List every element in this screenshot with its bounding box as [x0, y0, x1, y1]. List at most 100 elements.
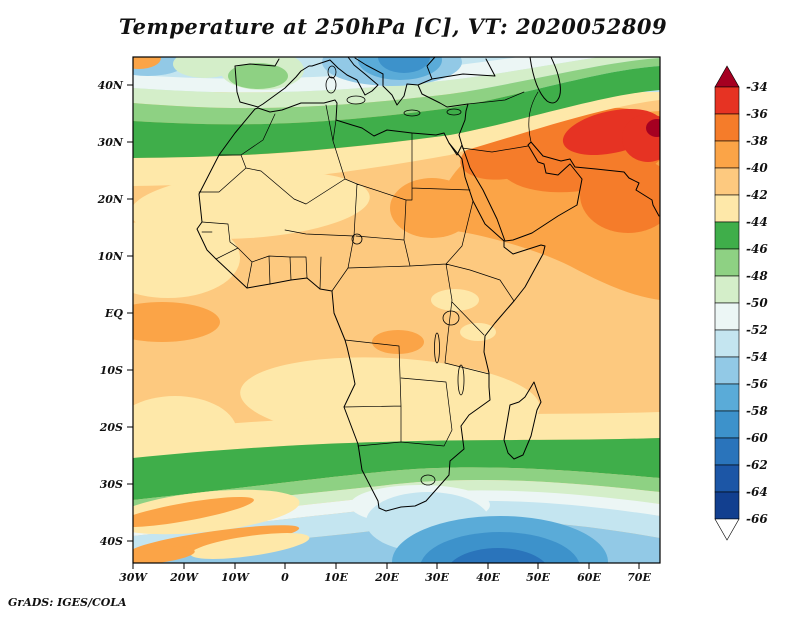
- colorbar-label: -46: [746, 242, 768, 256]
- colorbar-segment: [714, 86, 740, 115]
- grads-credit: GrADS: IGES/COLA: [8, 596, 127, 609]
- temp-fill-region: [228, 63, 288, 89]
- colorbar-label: -62: [746, 458, 768, 472]
- lakes: [351, 233, 465, 486]
- lon-label: 20E: [374, 571, 399, 584]
- colorbar-segment: [714, 113, 740, 142]
- lon-label: 70E: [627, 571, 651, 584]
- colorbar-segment: [714, 329, 740, 358]
- island-corsica: [327, 65, 337, 79]
- colorbar-label: -66: [746, 512, 768, 526]
- colorbar-label: -56: [746, 377, 768, 391]
- map-outlines: [196, 57, 660, 512]
- middle-east-coastline: [417, 57, 660, 242]
- country-borders: [198, 91, 539, 447]
- lat-axis: [127, 84, 133, 542]
- temp-fill-region: [460, 323, 496, 341]
- colorbar-label: -36: [746, 107, 768, 121]
- lat-label: 30S: [100, 478, 123, 491]
- colorbar-segment: [714, 437, 740, 466]
- lat-axis-labels: 40N 30N 20N 10N EQ 10S 20S 30S 40S: [97, 79, 124, 548]
- colorbar-segment: [714, 167, 740, 196]
- island-sardinia: [325, 76, 337, 94]
- lon-label: 60E: [577, 571, 601, 584]
- lat-label: 30N: [98, 136, 124, 149]
- temp-fill-region: [133, 88, 660, 186]
- temp-fill-region: [431, 289, 479, 311]
- balkan-cold-tongue: [378, 57, 430, 73]
- mediterranean-islands: [325, 65, 462, 117]
- lat-label: 10N: [98, 250, 124, 263]
- colorbar-label: -64: [746, 485, 768, 499]
- lon-label: 50E: [526, 571, 550, 584]
- cold-core-south: [450, 548, 546, 563]
- colorbar-labels: -34 -36 -38 -40 -42 -44 -46 -48 -50 -52 …: [746, 80, 768, 526]
- lon-label: 30E: [425, 571, 449, 584]
- madagascar-coastline: [503, 381, 542, 460]
- colorbar-segment: [714, 383, 740, 412]
- temp-fill-region: [460, 134, 550, 180]
- temp-fill-region: [390, 178, 474, 238]
- lon-label: 10E: [324, 571, 348, 584]
- temp-fill-region: [133, 479, 660, 524]
- colorbar-segment: [714, 140, 740, 169]
- island-cyprus: [446, 108, 462, 116]
- colorbar-label: -60: [746, 431, 768, 445]
- lon-axis-labels: 30W 20W 10W 0 10E 20E 30E 40E 50E 60E 70…: [119, 571, 651, 584]
- lesotho-border: [420, 474, 436, 486]
- temp-fill-region: [190, 533, 310, 559]
- island-crete: [403, 109, 421, 117]
- temp-fill-region: [133, 57, 660, 109]
- lake-tanganyika: [434, 332, 440, 364]
- colorbar-segment: [714, 464, 740, 493]
- colorbar-arrow-top: [714, 65, 740, 88]
- colorbar-segment: [714, 248, 740, 277]
- colorbar-segment: [714, 410, 740, 439]
- temp-fill-region: [133, 302, 220, 342]
- lat-label: 20S: [99, 421, 123, 434]
- page-title: Temperature at 250hPa [C], VT: 202005280…: [118, 14, 668, 39]
- lake-chad: [351, 233, 363, 245]
- lat-label: EQ: [104, 307, 123, 320]
- colorbar-label: -44: [746, 215, 768, 229]
- colorbar: [714, 65, 740, 541]
- colorbar-label: -52: [746, 323, 768, 337]
- temp-region-north-green-band: [133, 66, 660, 158]
- temp-fill-region: [133, 57, 161, 69]
- africa-coastline: [196, 99, 546, 512]
- temp-fill-region: [133, 490, 660, 536]
- temp-region-south-green-band: [133, 438, 660, 500]
- colorbar-segment: [714, 221, 740, 250]
- plot-frame: [132, 56, 661, 564]
- lake-victoria: [442, 310, 460, 326]
- temp-fill-region: [133, 467, 660, 512]
- colorbar-segment: [714, 275, 740, 304]
- lat-label: 40S: [100, 535, 123, 548]
- europe-coastline: [234, 57, 419, 108]
- colorbar-label: -34: [746, 80, 768, 94]
- lon-axis: [132, 563, 640, 569]
- lat-label: 20N: [97, 193, 124, 206]
- colorbar-label: -54: [746, 350, 768, 364]
- temp-fill-region: [133, 496, 254, 528]
- cold-core-south: [420, 532, 580, 563]
- lon-label: 30W: [119, 571, 148, 584]
- temp-fill-region: [372, 330, 424, 354]
- temp-fill-region: [133, 58, 660, 125]
- temperature-field: [133, 57, 660, 563]
- colorbar-segment: [714, 356, 740, 385]
- lon-label: 10W: [221, 571, 250, 584]
- warm-core-red: [622, 114, 660, 162]
- colorbar-segment: [714, 302, 740, 331]
- temp-fill-region: [580, 157, 660, 233]
- colorbar-label: -38: [746, 134, 768, 148]
- temp-fill-region: [133, 218, 240, 298]
- colorbar-segment: [714, 194, 740, 223]
- island-sicily: [346, 95, 366, 105]
- lat-label: 10S: [100, 364, 123, 377]
- colorbar-label: -40: [746, 161, 768, 175]
- colorbar-label: -58: [746, 404, 768, 418]
- colorbar-label: -50: [746, 296, 768, 310]
- lake-malawi: [457, 364, 465, 396]
